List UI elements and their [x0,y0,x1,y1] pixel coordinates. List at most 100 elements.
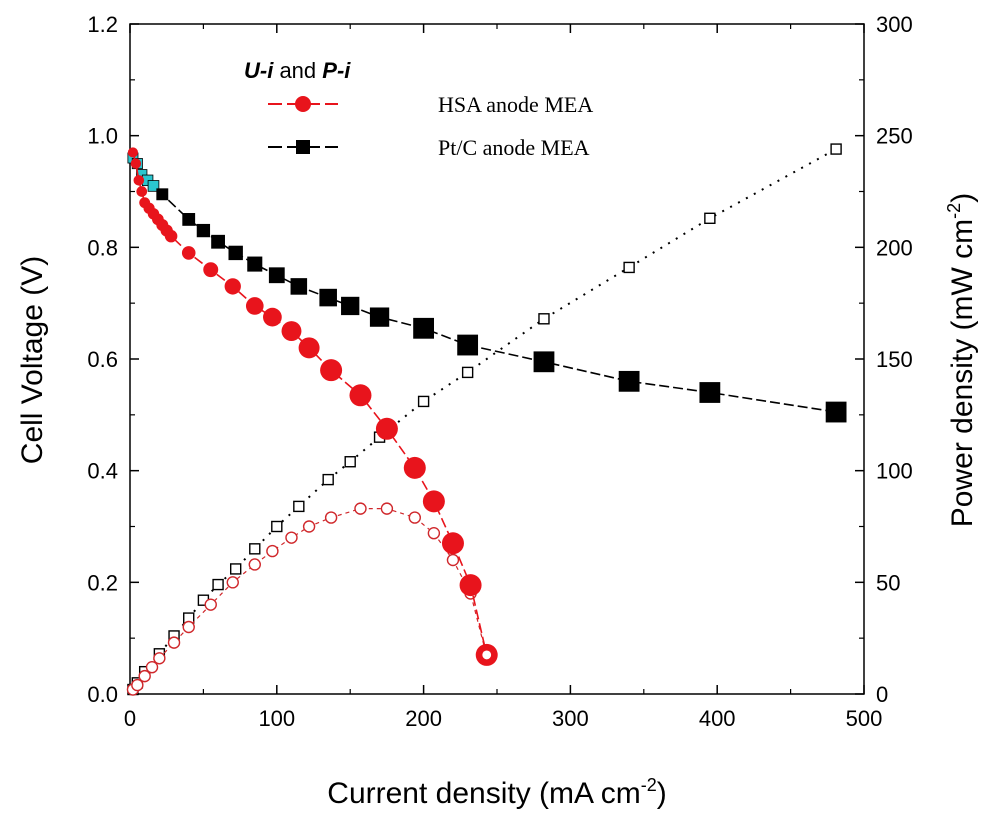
data-point [245,297,264,315]
y-axis-left-title: Cell Voltage (V) [16,256,49,464]
data-point [203,262,219,278]
x-tick-label: 400 [699,706,736,731]
y-right-tick-label: 250 [876,124,913,149]
data-point [247,256,263,272]
data-point [266,544,279,558]
data-point [133,175,145,186]
data-point [413,317,435,339]
data-point [293,500,305,513]
data-point [268,267,285,284]
y-left-tick-label: 1.2 [87,12,118,37]
data-point [320,359,343,382]
legend-label-hsa: HSA anode MEA [438,92,593,117]
y-left-tick-label: 0.6 [87,347,118,372]
x-tick-label: 300 [552,706,589,731]
data-point [156,188,169,201]
data-point [403,456,426,479]
data-point [181,246,196,260]
y-right-tick-label: 150 [876,347,913,372]
data-point [441,532,464,555]
data-point [825,401,847,423]
y-right-tick-label: 200 [876,235,913,260]
legend: U-i and P-i HSA anode MEA Pt/C anode MEA [244,58,593,160]
data-point [417,395,430,408]
data-point [461,366,474,379]
data-point [538,313,550,325]
series-1 [127,152,847,423]
data-point [319,288,337,307]
data-point [147,180,160,192]
data-point [281,321,302,342]
legend-marker-ptc [296,140,310,154]
data-point [285,531,298,544]
data-point [182,620,195,634]
series-line [132,152,488,656]
data-point [196,223,211,238]
x-axis-title: Current density (mA cm-2) [327,775,666,810]
y-right-tick-label: 300 [876,12,913,37]
data-point [263,307,282,327]
y-axis-right-title: Power density (mW cm-2) [944,193,979,527]
y-right-tick-label: 100 [876,459,913,484]
plot-frame [129,23,865,695]
data-point [459,574,482,597]
data-point [618,370,640,392]
data-point [153,652,166,665]
data-point [211,234,225,249]
y-left-tick-label: 0.2 [87,570,118,595]
data-point [830,143,842,155]
series-0 [127,147,498,666]
y-left-tick-label: 1.0 [87,124,118,149]
series-layer [126,143,847,696]
y-right-tick-label: 50 [876,570,900,595]
legend-entry-ptc: Pt/C anode MEA [268,135,590,160]
data-point [145,661,159,674]
data-point [380,502,394,515]
y-right-tick-label: 0 [876,682,888,707]
data-point [226,576,239,589]
data-point [422,490,445,513]
data-point [457,334,479,356]
x-tick-label: 500 [846,706,883,731]
y-left-tick-label: 0.4 [87,459,118,484]
data-point [228,245,243,261]
data-point [302,520,316,533]
data-point-hole [482,650,492,660]
data-point [369,307,390,327]
data-point [271,520,283,533]
legend-marker-hsa [295,96,311,112]
data-point [182,213,196,226]
data-point [533,351,555,373]
data-point [298,337,320,359]
data-point [408,511,421,524]
data-point [344,456,356,468]
data-point [136,186,148,197]
data-point [699,382,721,403]
data-point [324,511,338,524]
legend-label-ptc: Pt/C anode MEA [438,135,590,160]
data-point [248,558,261,571]
data-point [204,598,217,611]
x-tick-label: 100 [258,706,295,731]
y-left-tick-label: 0.8 [87,235,118,260]
data-point [446,553,460,567]
data-point [229,563,242,575]
axis-ticks [129,23,865,695]
data-point [131,678,144,692]
plot-area-border [129,23,865,695]
data-point [167,636,181,649]
data-point [249,543,261,555]
data-point [427,527,441,540]
x-tick-label: 200 [405,706,442,731]
data-point [212,578,224,591]
series-3 [127,143,842,696]
legend-entry-hsa: HSA anode MEA [268,92,593,117]
data-point [290,278,308,295]
data-point [224,278,241,295]
data-point [138,669,151,683]
series-line [132,148,837,691]
y-left-tick-label: 0.0 [87,682,118,707]
data-point [341,296,360,316]
data-point [349,384,372,407]
